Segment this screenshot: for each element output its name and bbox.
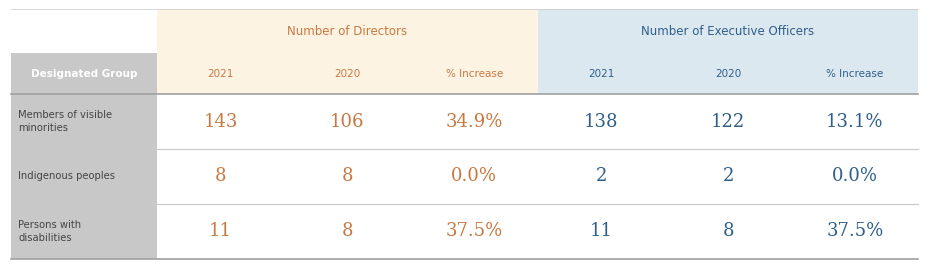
Text: 2021: 2021: [207, 69, 233, 79]
Text: Indigenous peoples: Indigenous peoples: [18, 172, 115, 181]
Text: 34.9%: 34.9%: [445, 113, 502, 131]
Text: 11: 11: [209, 222, 232, 240]
Text: 0.0%: 0.0%: [831, 168, 877, 185]
Text: 2020: 2020: [715, 69, 741, 79]
Text: 8: 8: [342, 168, 353, 185]
Text: % Increase: % Increase: [445, 69, 502, 79]
Text: 8: 8: [342, 222, 353, 240]
Text: 8: 8: [721, 222, 733, 240]
FancyBboxPatch shape: [157, 53, 537, 94]
Text: 106: 106: [329, 113, 364, 131]
Text: 2: 2: [722, 168, 733, 185]
Text: Persons with
disabilities: Persons with disabilities: [18, 220, 81, 243]
Text: % Increase: % Increase: [825, 69, 883, 79]
Text: Number of Directors: Number of Directors: [287, 25, 407, 38]
Text: 0.0%: 0.0%: [451, 168, 496, 185]
Text: 37.5%: 37.5%: [445, 222, 502, 240]
Text: Number of Executive Officers: Number of Executive Officers: [640, 25, 814, 38]
Text: Members of visible
minorities: Members of visible minorities: [18, 110, 112, 133]
FancyBboxPatch shape: [537, 53, 918, 94]
Text: 8: 8: [214, 168, 226, 185]
Text: 143: 143: [203, 113, 238, 131]
Text: Designated Group: Designated Group: [31, 69, 137, 79]
Text: 122: 122: [710, 113, 744, 131]
FancyBboxPatch shape: [157, 9, 537, 53]
Text: 11: 11: [589, 222, 612, 240]
Text: 2: 2: [595, 168, 606, 185]
Text: 13.1%: 13.1%: [825, 113, 883, 131]
FancyBboxPatch shape: [537, 9, 918, 53]
FancyBboxPatch shape: [10, 53, 157, 259]
Text: 138: 138: [583, 113, 618, 131]
Text: 2020: 2020: [334, 69, 360, 79]
Text: 2021: 2021: [587, 69, 613, 79]
Text: 37.5%: 37.5%: [825, 222, 883, 240]
